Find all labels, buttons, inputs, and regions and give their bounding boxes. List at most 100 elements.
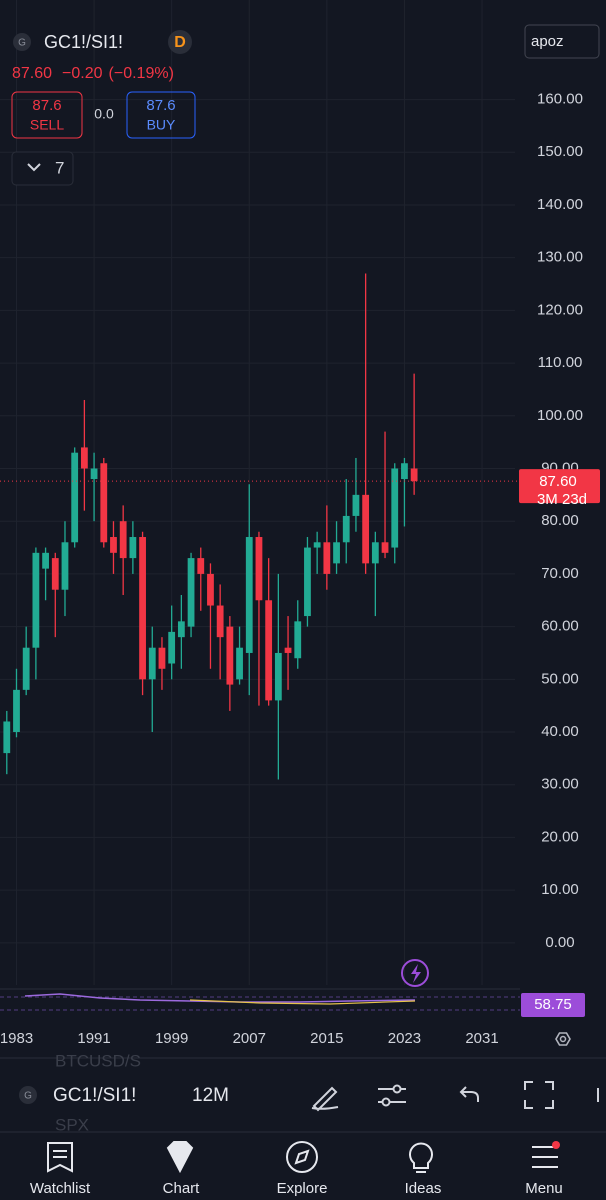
- candle-body: [71, 452, 79, 543]
- change-pct: (−0.19%): [109, 65, 174, 82]
- nav-label[interactable]: Menu: [525, 1180, 563, 1197]
- candle-body: [371, 542, 379, 564]
- candle-body: [333, 542, 340, 564]
- buy-label: BUY: [147, 117, 176, 133]
- compass: [294, 1149, 310, 1165]
- candle-body: [177, 621, 185, 638]
- candle-body: [352, 494, 360, 516]
- candle-body: [168, 631, 176, 664]
- candle-body: [119, 521, 127, 559]
- price-line: 87.60 −0.20 (−0.19%): [12, 65, 174, 82]
- candle-body: [265, 600, 273, 701]
- undo-icon[interactable]: [459, 1086, 479, 1102]
- candle-body: [381, 542, 389, 553]
- candle-body: [51, 558, 59, 590]
- x-tick-label: 2023: [388, 1030, 421, 1047]
- sell-label: SELL: [30, 117, 64, 133]
- candle-body: [284, 647, 292, 653]
- nav-label[interactable]: Explore: [277, 1180, 328, 1197]
- candle-body: [110, 537, 117, 553]
- replay-icon[interactable]: [401, 959, 429, 987]
- candle-body: [313, 542, 321, 548]
- nav-label[interactable]: Ideas: [405, 1180, 442, 1197]
- symbol-icon-text: G: [18, 38, 26, 49]
- change: −0.20: [62, 65, 103, 82]
- y-tick-label: 120.00: [537, 301, 583, 318]
- candle-body: [255, 537, 263, 601]
- sell-price: 87.6: [32, 97, 61, 114]
- nav-icons: [47, 1141, 558, 1174]
- indicators-icon[interactable]: [378, 1084, 406, 1107]
- settings-dot: [559, 1035, 567, 1043]
- buy-button[interactable]: [126, 91, 196, 139]
- y-tick-label: 110.00: [538, 354, 583, 371]
- candle-body: [294, 621, 302, 659]
- candle-body: [197, 558, 205, 574]
- fullscreen-icon[interactable]: [524, 1081, 554, 1109]
- candle-body: [61, 542, 69, 590]
- candle-body: [148, 647, 156, 680]
- candle-body: [42, 552, 49, 569]
- toolbar-icon-text: G: [24, 1091, 32, 1102]
- nav-label[interactable]: Watchlist: [30, 1180, 91, 1197]
- x-tick-label: 2007: [233, 1030, 266, 1047]
- candle-body: [410, 468, 418, 482]
- x-tick-label: 1991: [77, 1030, 110, 1047]
- y-tick-label: 30.00: [541, 776, 579, 793]
- draw-icon[interactable]: [311, 1086, 339, 1112]
- candle-body: [236, 647, 243, 680]
- x-tick-label: 1983: [0, 1030, 33, 1047]
- candle-body: [129, 537, 137, 559]
- candle-body: [216, 605, 224, 638]
- countdown: 3M 23d: [537, 491, 587, 508]
- candle-body: [90, 468, 98, 480]
- chart-icon[interactable]: [166, 1141, 194, 1174]
- candle-body: [274, 652, 282, 701]
- candle-body: [304, 547, 311, 617]
- account-box[interactable]: [524, 24, 600, 59]
- rsi-line: [24, 993, 416, 1003]
- account: apoz: [531, 33, 564, 50]
- candle-body: [391, 468, 399, 548]
- chevron: [27, 163, 41, 172]
- badge-text: D: [174, 34, 186, 51]
- toolbar-interval[interactable]: 12M: [192, 1085, 229, 1106]
- candle-body: [13, 689, 20, 733]
- candle-body: [207, 573, 214, 606]
- indicators-toggle[interactable]: [11, 151, 74, 186]
- candle-body: [342, 515, 350, 543]
- y-tick-label: 50.00: [541, 670, 579, 687]
- sell-button[interactable]: [11, 91, 83, 139]
- nav-label[interactable]: Chart: [163, 1180, 201, 1197]
- candle-body: [32, 552, 40, 648]
- candle-body: [187, 558, 195, 627]
- candle-body: [22, 647, 30, 690]
- y-tick-label: 60.00: [541, 618, 579, 635]
- candle-body: [3, 721, 11, 754]
- symbol-icon: [13, 33, 31, 51]
- chart: 0.00 10.00 20.00 30.00 40.00 50.00 60.00 70.00 8…: [0, 0, 600, 1047]
- ideas-icon[interactable]: [409, 1142, 433, 1173]
- toolbar-icon: [19, 1086, 37, 1104]
- watchlist-icon[interactable]: [47, 1142, 73, 1173]
- y-tick-label: 20.00: [541, 828, 579, 845]
- y-tick-label: 0.00: [545, 934, 574, 951]
- candle-body: [139, 537, 146, 680]
- x-tick-label: 1999: [155, 1030, 188, 1047]
- badge: [168, 30, 192, 54]
- rsi-value: 58.75: [534, 996, 572, 1013]
- explore-icon[interactable]: [286, 1141, 318, 1173]
- y-tick-label: 70.00: [541, 565, 579, 582]
- y-tick-label: 100.00: [537, 407, 583, 424]
- toolbar-symbol[interactable]: GC1!/SI1!: [53, 1085, 136, 1106]
- symbol[interactable]: GC1!/SI1!: [44, 32, 123, 52]
- y-tick-label: 80.00: [541, 512, 579, 529]
- indicator-count: 7: [55, 158, 64, 177]
- settings-icon[interactable]: [555, 1032, 571, 1046]
- candle-body: [80, 447, 88, 469]
- bolt: [411, 964, 421, 983]
- last-price: 87.60: [12, 65, 52, 82]
- x-tick-label: 2031: [465, 1030, 498, 1047]
- last-price-box: [519, 469, 600, 504]
